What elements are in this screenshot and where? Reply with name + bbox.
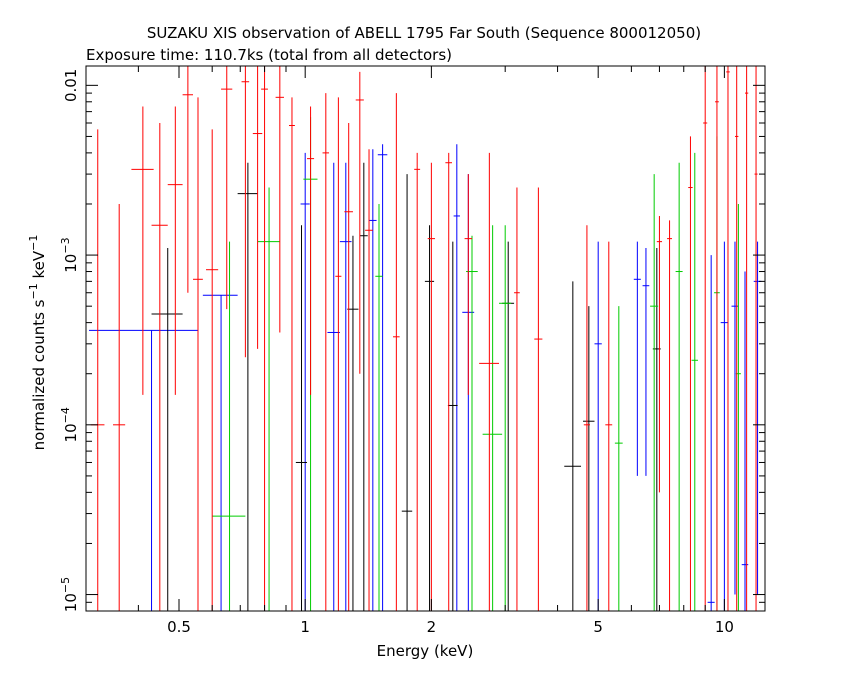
data-point xyxy=(241,66,250,358)
data-point xyxy=(642,248,650,476)
data-point xyxy=(401,174,413,611)
data-point xyxy=(369,149,377,611)
data-layer xyxy=(89,66,762,611)
data-point xyxy=(667,220,673,611)
data-point xyxy=(453,144,460,611)
data-point xyxy=(359,162,368,611)
data-point xyxy=(375,203,383,611)
data-point xyxy=(754,66,758,611)
data-point xyxy=(167,106,183,395)
data-point xyxy=(289,97,295,611)
data-point xyxy=(534,187,543,611)
data-point xyxy=(377,144,388,611)
data-point xyxy=(131,106,154,395)
data-point xyxy=(726,66,730,611)
data-point xyxy=(583,225,590,611)
data-point xyxy=(414,152,421,611)
chart-title: SUZAKU XIS observation of ABELL 1795 Far… xyxy=(147,24,701,42)
data-point xyxy=(514,187,520,611)
data-point xyxy=(614,306,623,611)
data-point xyxy=(221,66,233,310)
data-point xyxy=(594,241,602,611)
data-point xyxy=(745,66,749,611)
data-point xyxy=(335,97,342,611)
data-point xyxy=(479,152,500,611)
y-tick-label: 10−3 xyxy=(59,237,80,272)
data-point xyxy=(393,93,400,611)
x-tick-label: 1 xyxy=(300,618,310,636)
x-tick-label: 10 xyxy=(715,618,734,636)
data-point xyxy=(427,162,435,611)
data-point xyxy=(464,174,472,395)
y-tick-label: 10−4 xyxy=(59,407,80,442)
data-point xyxy=(212,241,246,611)
data-point xyxy=(327,162,340,611)
data-point xyxy=(151,248,183,611)
data-point xyxy=(322,93,330,611)
x-tick-label: 2 xyxy=(427,618,437,636)
data-point xyxy=(633,241,641,476)
data-point xyxy=(720,241,728,611)
chart-subtitle: Exposure time: 110.7ks (total from all d… xyxy=(86,46,452,64)
y-axis-label: normalized counts s−1 keV−1 xyxy=(27,235,48,451)
data-point xyxy=(688,136,693,611)
data-point xyxy=(339,162,352,611)
axis-layer: 0.5 1 2 5 10 10−5 10−4 10−3 0.01 xyxy=(59,66,765,636)
data-point xyxy=(675,162,683,611)
data-point xyxy=(90,129,105,611)
data-point xyxy=(650,174,659,611)
data-point xyxy=(753,241,762,595)
data-point xyxy=(741,271,749,611)
data-point xyxy=(344,122,353,611)
x-tick-label: 0.5 xyxy=(167,618,191,636)
data-point xyxy=(252,66,263,349)
x-tick-label: 5 xyxy=(593,618,603,636)
x-axis-label: Energy (keV) xyxy=(377,642,474,660)
data-point xyxy=(206,129,219,611)
data-point xyxy=(295,225,307,611)
data-point xyxy=(257,187,280,611)
data-point xyxy=(193,97,203,611)
data-point xyxy=(564,281,582,611)
plot-frame xyxy=(85,65,766,612)
data-point xyxy=(734,66,739,611)
data-point xyxy=(300,152,310,611)
data-point xyxy=(502,241,515,611)
data-point xyxy=(691,152,698,611)
data-point xyxy=(89,329,198,611)
data-point xyxy=(703,66,708,611)
data-point xyxy=(151,122,168,611)
data-point xyxy=(445,152,453,611)
data-point xyxy=(202,294,238,611)
data-point xyxy=(499,225,512,611)
data-point xyxy=(707,255,715,611)
data-point xyxy=(306,106,315,395)
data-point xyxy=(715,66,719,611)
y-tick-label: 0.01 xyxy=(62,69,80,102)
data-point xyxy=(424,225,435,611)
data-point xyxy=(237,162,258,611)
data-point xyxy=(656,215,663,493)
data-point xyxy=(113,203,126,611)
data-point xyxy=(731,241,739,595)
data-point xyxy=(275,66,284,333)
data-point xyxy=(365,149,373,611)
data-point xyxy=(605,241,613,611)
data-point xyxy=(261,66,268,611)
data-point xyxy=(482,225,503,611)
data-point xyxy=(355,71,364,374)
data-point xyxy=(447,241,458,611)
y-tick-label: 10−5 xyxy=(59,577,80,612)
data-point xyxy=(583,306,595,611)
data-point xyxy=(182,66,194,293)
